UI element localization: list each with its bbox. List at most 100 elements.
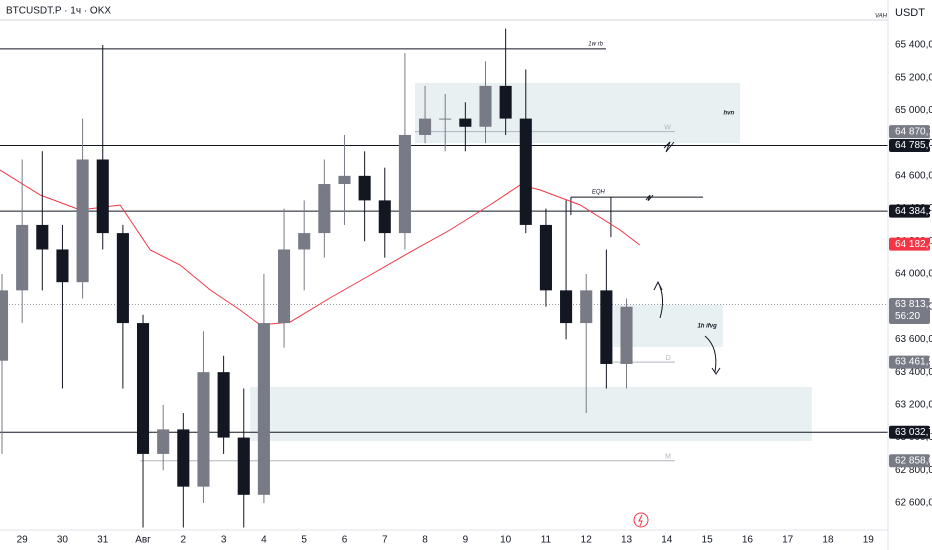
candle-body — [519, 118, 532, 225]
x-tick-label: 30 — [57, 535, 69, 546]
x-tick-label: 16 — [742, 535, 754, 546]
y-tick-label: 62 800,0 — [895, 465, 932, 476]
x-tick-label: 14 — [661, 535, 673, 546]
candle-body — [459, 118, 472, 127]
x-tick-label: Авг — [135, 535, 151, 546]
y-tick-label: 62 600,0 — [895, 498, 932, 509]
x-tick-label: 6 — [342, 535, 348, 546]
currency[interactable]: USDT — [895, 7, 925, 19]
x-tick-label: 9 — [463, 535, 469, 546]
price-label-box — [889, 355, 930, 369]
level-tag: W — [664, 125, 671, 132]
zone — [250, 387, 812, 442]
price-label-box — [889, 425, 930, 439]
candle-body — [358, 175, 371, 201]
candle-body — [36, 224, 49, 250]
drawing — [663, 141, 675, 153]
candle-body — [16, 224, 29, 291]
y-tick-label: 64 600,0 — [895, 170, 932, 181]
zone — [414, 82, 741, 144]
candle-body — [157, 429, 170, 454]
candle-body — [298, 233, 311, 250]
candle-body — [419, 118, 432, 135]
candle-body — [479, 85, 492, 127]
x-tick-label: 15 — [702, 535, 714, 546]
price-label-box — [889, 138, 930, 152]
candle-body — [257, 323, 270, 495]
zone-label: hvn — [723, 111, 734, 117]
trend-label: EQH — [592, 190, 606, 196]
price-label-box — [889, 204, 930, 218]
candle-body — [580, 290, 593, 324]
x-tick-label: 4 — [261, 535, 267, 546]
icon[interactable] — [633, 512, 649, 528]
x-tick-label: 7 — [382, 535, 388, 546]
chart-title: BTCUSDT.P · 1ч · OKX — [6, 6, 111, 17]
y-tick-label: 65 400,0 — [895, 40, 932, 51]
x-tick-label: 12 — [581, 535, 593, 546]
x-tick-label: 18 — [822, 535, 834, 546]
candle-body — [217, 372, 230, 438]
candle-body — [177, 429, 190, 487]
y-tick-label: 63 200,0 — [895, 400, 932, 411]
drawing — [645, 194, 654, 201]
price-label: 64 384,2 — [895, 206, 932, 217]
y-tick-label: 65 000,0 — [895, 105, 932, 116]
candle-body — [439, 118, 452, 120]
x-tick-label: 17 — [782, 535, 794, 546]
candle-body — [398, 134, 411, 234]
price-label-box — [889, 454, 930, 468]
candle-body — [237, 437, 250, 495]
candle-body — [338, 175, 351, 185]
countdown: 56:20 — [895, 311, 920, 322]
candle-body — [116, 233, 129, 324]
drawing — [653, 280, 664, 319]
x-tick-label: 13 — [621, 535, 633, 546]
level-tag: D — [666, 355, 671, 362]
candle-body — [76, 159, 89, 283]
x-tick-label: 10 — [500, 535, 512, 546]
candle-body — [539, 224, 552, 291]
level-tag: M — [665, 454, 671, 461]
candle-body — [56, 249, 69, 283]
candle-body — [600, 290, 613, 364]
candle-body — [560, 290, 573, 324]
price-label: 63 461,5 — [895, 357, 932, 368]
y-tick-label: 63 600,0 — [895, 334, 932, 345]
price-label-box — [889, 237, 930, 251]
candle-body — [96, 159, 109, 234]
x-tick-label: 11 — [541, 535, 552, 546]
trend-label: 1w rb — [588, 41, 603, 47]
y-tick-label: 65 200,0 — [895, 72, 932, 83]
x-tick-label: 2 — [181, 535, 187, 546]
x-tick-label: 3 — [221, 535, 227, 546]
price-label-box — [889, 298, 930, 325]
candle-body — [620, 306, 633, 364]
price-label: 63 032,7 — [895, 427, 932, 438]
price-label: 62 858,0 — [895, 455, 932, 466]
price-label: 64 870,1 — [895, 126, 932, 137]
candle-body — [278, 249, 291, 324]
x-tick-label: 8 — [422, 535, 428, 546]
vah-note: VAH — [875, 14, 888, 20]
candle-body — [318, 184, 331, 234]
price-label: 64 182,4 — [895, 239, 932, 250]
candle-body — [0, 290, 9, 361]
zone-label: 1h ifvg — [697, 324, 717, 330]
candle-body — [197, 372, 210, 487]
x-tick-label: 29 — [17, 535, 29, 546]
moving-average — [0, 169, 641, 326]
y-tick-label: 64 000,0 — [895, 269, 932, 280]
drawing — [704, 335, 721, 375]
y-tick-label: 63 400,0 — [895, 367, 932, 378]
x-tick-label: 19 — [863, 535, 875, 546]
icon — [638, 514, 643, 527]
price-label-box — [889, 125, 930, 139]
candle-body — [499, 85, 512, 119]
x-tick-label: 5 — [301, 535, 307, 546]
price-label: 64 785,6 — [895, 140, 932, 151]
candle-body — [136, 323, 150, 454]
candle-body — [378, 200, 391, 234]
